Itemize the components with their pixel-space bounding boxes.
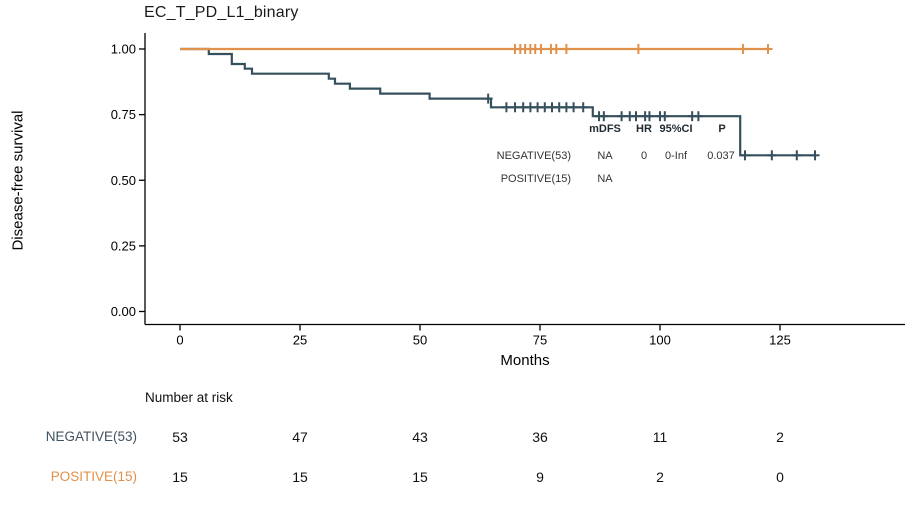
risk-table-title: Number at risk [145, 390, 233, 405]
x-tick-label: 125 [769, 333, 791, 348]
risk-count: 9 [536, 469, 544, 485]
x-tick-label: 100 [649, 333, 671, 348]
stats-negative-hr: 0 [640, 150, 648, 162]
x-tick-label: 25 [293, 333, 307, 348]
risk-row-positive-label: POSITIVE(15) [50, 469, 137, 484]
risk-count: 43 [412, 429, 428, 445]
y-tick-label: 0.50 [111, 173, 136, 188]
y-tick-label: 0.00 [111, 304, 136, 319]
x-tick-label: 50 [413, 333, 427, 348]
risk-count: 47 [292, 429, 308, 445]
x-axis-label: Months [500, 352, 550, 369]
x-tick-label: 75 [533, 333, 547, 348]
km-plot-canvas: 1.00 0.75 0.50 0.25 0.00 0 25 50 75 100 125 [111, 33, 905, 348]
risk-count: 15 [412, 469, 428, 485]
y-tick-label: 1.00 [111, 42, 136, 57]
y-tick-label: 0.25 [111, 238, 136, 253]
stats-header-hr: HR [636, 123, 652, 135]
stats-negative-p: 0.037 [707, 150, 735, 162]
stats-row-negative-label: NEGATIVE(53) [496, 150, 571, 162]
risk-row-negative-label: NEGATIVE(53) [45, 429, 137, 444]
stats-negative-ci: 0-Inf [664, 150, 688, 162]
stats-header-mdfs: mDFS [589, 123, 621, 135]
stats-header-ci: 95%CI [659, 123, 693, 135]
chart-title: EC_T_PD_L1_binary [144, 4, 299, 21]
risk-count: 2 [776, 429, 784, 445]
stats-positive-mdfs: NA [597, 173, 613, 185]
risk-count: 15 [172, 469, 188, 485]
risk-count: 36 [532, 429, 548, 445]
survival-curve-negative-53- [180, 47, 816, 157]
y-tick-label: 0.75 [111, 107, 136, 122]
risk-count: 11 [652, 429, 668, 445]
x-tick-label: 0 [176, 333, 183, 348]
risk-count: 2 [656, 469, 664, 485]
risk-count: 15 [292, 469, 308, 485]
stats-header-p: P [718, 123, 726, 135]
risk-count: 0 [776, 469, 784, 485]
risk-count: 53 [172, 429, 188, 445]
stats-negative-mdfs: NA [597, 150, 613, 162]
stats-row-positive-label: POSITIVE(15) [500, 173, 571, 185]
